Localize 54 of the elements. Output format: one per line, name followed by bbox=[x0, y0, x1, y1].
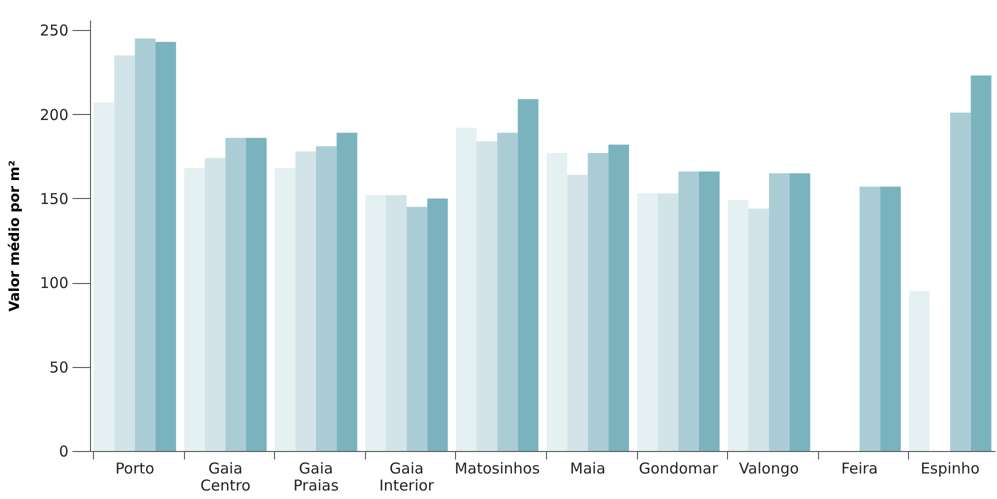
bar bbox=[678, 172, 699, 451]
x-tick-label: Gaia Praias bbox=[293, 460, 339, 494]
x-tick-label: Maia bbox=[570, 460, 606, 478]
x-tick-label: Matosinhos bbox=[454, 460, 540, 478]
bar bbox=[518, 99, 538, 451]
y-axis-title: Valor médio por m² bbox=[6, 160, 23, 312]
x-tick-label: Feira bbox=[841, 460, 878, 478]
bar bbox=[476, 141, 498, 451]
bar bbox=[184, 168, 205, 451]
bar bbox=[748, 208, 769, 451]
bar bbox=[658, 193, 678, 451]
bar bbox=[225, 138, 246, 451]
bar bbox=[546, 153, 568, 451]
x-tick-label: Espinho bbox=[920, 460, 980, 478]
y-tick-label: 0 bbox=[58, 442, 68, 460]
bar bbox=[204, 158, 226, 451]
bar bbox=[950, 112, 971, 451]
bar bbox=[637, 193, 658, 451]
y-tick-label: 200 bbox=[40, 106, 68, 124]
bar bbox=[336, 132, 358, 451]
bar bbox=[497, 132, 518, 451]
y-tick-label: 150 bbox=[40, 190, 68, 208]
bar bbox=[880, 186, 901, 451]
bar bbox=[295, 151, 316, 451]
y-tick-label: 100 bbox=[40, 274, 68, 292]
bar bbox=[970, 76, 992, 451]
y-tick-label: 50 bbox=[49, 358, 68, 376]
x-tick-label: Gaia Centro bbox=[200, 460, 250, 494]
bar bbox=[698, 172, 720, 451]
bar bbox=[768, 173, 790, 451]
y-tick-label: 250 bbox=[40, 22, 68, 40]
bar bbox=[406, 206, 428, 451]
bar bbox=[427, 198, 448, 451]
bar bbox=[567, 174, 588, 451]
bar bbox=[94, 102, 114, 451]
bar bbox=[860, 186, 880, 451]
x-tick-label: Porto bbox=[115, 460, 154, 478]
bar bbox=[155, 42, 176, 451]
bar bbox=[365, 195, 386, 451]
bar bbox=[608, 144, 630, 451]
bar bbox=[316, 146, 337, 451]
x-tick-label: Gaia Interior bbox=[379, 460, 435, 494]
bar bbox=[274, 168, 296, 451]
bar bbox=[588, 153, 608, 451]
bar bbox=[386, 195, 407, 451]
bar bbox=[908, 291, 930, 451]
bar bbox=[456, 128, 477, 451]
bar bbox=[246, 138, 267, 451]
bar bbox=[728, 200, 748, 451]
x-tick-label: Valongo bbox=[739, 460, 799, 478]
x-tick-label: Gondomar bbox=[638, 460, 719, 478]
bar bbox=[114, 55, 135, 451]
bar bbox=[790, 173, 810, 451]
bar bbox=[134, 38, 156, 451]
